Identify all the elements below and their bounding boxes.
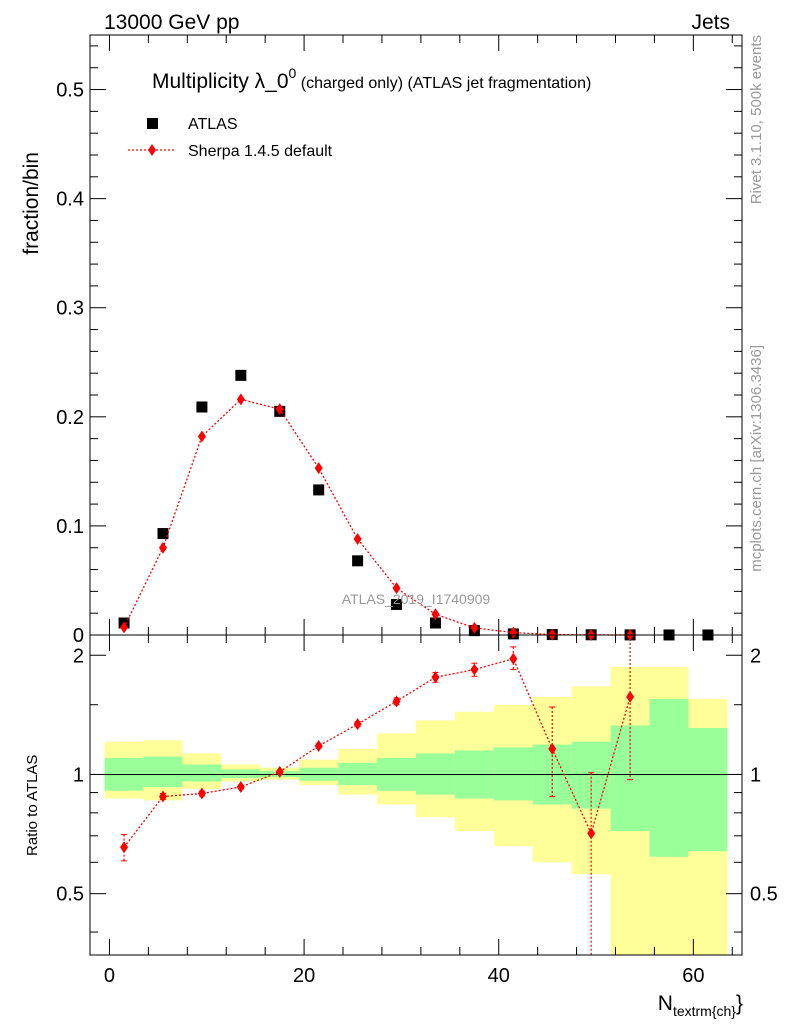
ratio-sherpa-line — [123, 657, 631, 848]
sherpa-point — [392, 582, 401, 595]
stat-band — [182, 764, 222, 782]
sherpa-point — [275, 403, 284, 416]
sherpa-point — [314, 462, 323, 475]
main-ytick-label: 0.4 — [56, 189, 84, 211]
ratio-sherpa-point — [626, 690, 635, 703]
main-ytick-label: 0.2 — [56, 407, 84, 429]
ratio-sherpa-point — [236, 780, 245, 793]
ratio-sherpa-point — [470, 663, 479, 676]
stat-band — [221, 769, 261, 778]
chart-title: Multiplicity λ_00 (charged only) (ATLAS … — [152, 65, 591, 93]
sherpa-point — [197, 430, 206, 443]
main-ytick-label: 0.5 — [56, 80, 84, 102]
ratio-sherpa-point — [120, 841, 129, 854]
header-right: Jets — [691, 11, 730, 34]
ratio-xtick-label: 20 — [293, 965, 315, 987]
legend: ATLAS Sherpa 1.4.5 default — [128, 116, 333, 160]
sherpa-point — [548, 628, 557, 641]
ratio-panel: 0.5 0.51 12 20 20 40 60 Ratio to ATLAS Ntextrm… — [24, 634, 778, 1019]
main-watermark: ATLAS_2019_I1740909 — [342, 591, 491, 607]
main-ytick-label: 0 — [73, 625, 84, 647]
ratio-ytick-label-right: 1 — [750, 764, 761, 786]
atlas-point — [429, 617, 441, 629]
ratio-xlabel: Ntextrm{ch}} — [658, 992, 743, 1019]
ratio-xlabel-close: } — [736, 992, 743, 1015]
ratio-xlabel-sub: textrm{ch} — [673, 1003, 736, 1019]
legend-sherpa-label: Sherpa 1.4.5 default — [188, 143, 333, 160]
ratio-sherpa-point — [431, 671, 440, 684]
main-panel: 0 0.1 0.2 0.3 0.4 0.5 ATLAS_2019_I1740909 fra… — [20, 34, 743, 647]
atlas-point — [391, 598, 403, 610]
ratio-ytick-label-left: 0.5 — [56, 884, 84, 906]
sherpa-point — [120, 621, 129, 634]
sherpa-point — [431, 608, 440, 621]
main-ylabel: fraction/bin — [20, 152, 43, 255]
ratio-sherpa-point — [158, 790, 167, 803]
stat-band — [649, 699, 689, 857]
atlas-point — [157, 528, 169, 540]
main-ytick-label: 0.1 — [56, 516, 84, 538]
ratio-sherpa-point — [353, 718, 362, 731]
legend-atlas-marker — [147, 118, 158, 129]
stat-band — [493, 747, 533, 801]
ratio-sherpa-point — [548, 742, 557, 755]
legend-atlas-label: ATLAS — [188, 116, 238, 133]
atlas-point — [196, 401, 208, 413]
ratio-frame — [89, 634, 743, 956]
chart-title-sup: 0 — [289, 65, 297, 81]
ratio-xtick-label: 40 — [488, 965, 510, 987]
atlas-point — [235, 369, 247, 381]
main-ytick-label: 0.3 — [56, 298, 84, 320]
sherpa-point — [158, 541, 167, 554]
stat-band — [688, 728, 728, 852]
ratio-xlabel-main: N — [658, 992, 673, 1015]
chart-title-extra: (charged only) (ATLAS jet fragmentation) — [296, 75, 591, 92]
legend-sherpa-marker — [148, 144, 156, 156]
ratio-ylabel: Ratio to ATLAS — [24, 755, 41, 856]
ratio-sherpa-point — [275, 765, 284, 778]
mcplots-label: mcplots.cern.ch [arXiv:1306.3436] — [748, 345, 765, 572]
ratio-sherpa-point — [392, 695, 401, 708]
ratio-ytick-label-left: 2 — [73, 645, 84, 667]
rivet-label: Rivet 3.1.10, 500k events — [748, 35, 765, 204]
header-left: 13000 GeV pp — [104, 11, 239, 34]
ratio-sherpa-point — [197, 787, 206, 800]
chart-title-main: Multiplicity λ_0 — [152, 70, 289, 93]
ratio-sherpa-point — [509, 652, 518, 665]
sherpa-point — [509, 626, 518, 639]
stat-band — [610, 725, 650, 831]
atlas-point — [352, 555, 364, 567]
ratio-ytick-label-right: 2 — [750, 645, 761, 667]
stat-band — [143, 756, 183, 787]
ratio-sherpa-point — [587, 827, 596, 840]
sherpa-point — [470, 621, 479, 634]
sherpa-point — [353, 533, 362, 545]
atlas-point — [313, 484, 325, 496]
ratio-xtick-label: 0 — [104, 965, 115, 987]
ratio-sherpa-point — [314, 739, 323, 752]
ratio-ytick-label-right: 0.5 — [750, 884, 778, 906]
ratio-xtick-label: 60 — [682, 965, 704, 987]
ratio-ytick-label-left: 1 — [73, 764, 84, 786]
sherpa-point — [236, 393, 245, 406]
